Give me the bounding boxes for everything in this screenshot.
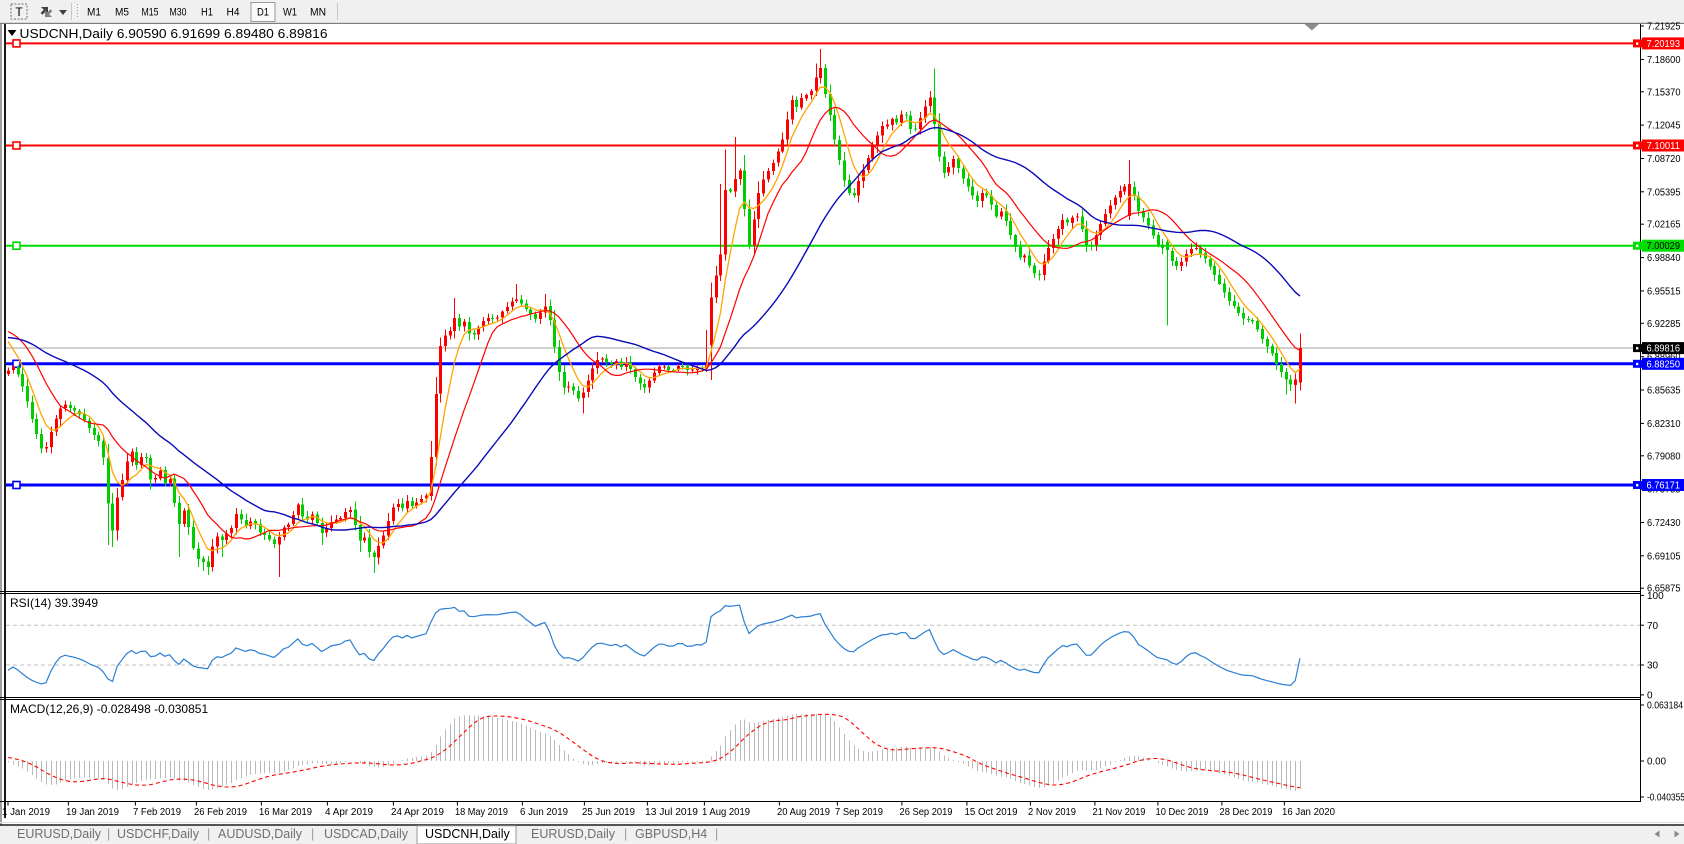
svg-text:M5: M5 bbox=[115, 7, 129, 19]
svg-text:RSI(14) 39.3949: RSI(14) 39.3949 bbox=[10, 596, 98, 610]
svg-text:4 Apr 2019: 4 Apr 2019 bbox=[325, 807, 373, 818]
svg-text:|: | bbox=[715, 827, 718, 841]
svg-text:EURUSD,Daily: EURUSD,Daily bbox=[17, 827, 102, 841]
svg-text:7.18600: 7.18600 bbox=[1647, 55, 1681, 66]
svg-text:26 Feb 2019: 26 Feb 2019 bbox=[194, 807, 247, 818]
svg-text:26 Sep 2019: 26 Sep 2019 bbox=[900, 807, 953, 818]
svg-text:0.00: 0.00 bbox=[1647, 757, 1666, 768]
svg-text:6.79080: 6.79080 bbox=[1647, 451, 1681, 462]
svg-text:D1: D1 bbox=[257, 7, 269, 19]
svg-text:28 Dec 2019: 28 Dec 2019 bbox=[1220, 807, 1273, 818]
svg-text:6.76171: 6.76171 bbox=[1647, 481, 1681, 492]
svg-text:7.05395: 7.05395 bbox=[1647, 187, 1681, 198]
svg-text:6 Jun 2019: 6 Jun 2019 bbox=[520, 807, 568, 818]
svg-text:M1: M1 bbox=[87, 7, 101, 19]
svg-text:1 Aug 2019: 1 Aug 2019 bbox=[702, 807, 750, 818]
svg-text:7.20193: 7.20193 bbox=[1647, 39, 1681, 50]
svg-text:7.15370: 7.15370 bbox=[1647, 87, 1681, 98]
svg-text:USDCNH,Daily 6.90590 6.91699: USDCNH,Daily 6.90590 6.91699 6.89480 6.8… bbox=[20, 26, 328, 41]
svg-text:USDCAD,Daily: USDCAD,Daily bbox=[324, 827, 409, 841]
svg-text:M30: M30 bbox=[170, 7, 187, 19]
svg-text:6.98840: 6.98840 bbox=[1647, 253, 1681, 264]
svg-text:|: | bbox=[624, 827, 627, 841]
svg-text:1 Jan 2019: 1 Jan 2019 bbox=[2, 807, 50, 818]
svg-text:H4: H4 bbox=[227, 7, 240, 19]
svg-text:7.02165: 7.02165 bbox=[1647, 220, 1681, 231]
svg-text:7 Sep 2019: 7 Sep 2019 bbox=[835, 807, 883, 818]
svg-text:24 Apr 2019: 24 Apr 2019 bbox=[391, 807, 444, 818]
svg-text:2 Nov 2019: 2 Nov 2019 bbox=[1028, 807, 1076, 818]
svg-text:20 Aug 2019: 20 Aug 2019 bbox=[777, 807, 830, 818]
svg-text:19 Jan 2019: 19 Jan 2019 bbox=[66, 807, 119, 818]
svg-text:|: | bbox=[207, 827, 210, 841]
svg-text:21 Nov 2019: 21 Nov 2019 bbox=[1093, 807, 1146, 818]
svg-text:30: 30 bbox=[1647, 661, 1659, 672]
svg-text:13 Jul 2019: 13 Jul 2019 bbox=[645, 807, 698, 818]
svg-text:6.92285: 6.92285 bbox=[1647, 319, 1681, 330]
svg-text:|: | bbox=[107, 827, 110, 841]
svg-text:16 Mar 2019: 16 Mar 2019 bbox=[259, 807, 312, 818]
svg-text:AUDUSD,Daily: AUDUSD,Daily bbox=[218, 827, 303, 841]
svg-text:6.95515: 6.95515 bbox=[1647, 286, 1681, 297]
svg-text:15 Oct 2019: 15 Oct 2019 bbox=[965, 807, 1018, 818]
svg-text:0: 0 bbox=[1647, 690, 1653, 701]
svg-text:M15: M15 bbox=[142, 7, 159, 19]
svg-text:70: 70 bbox=[1647, 621, 1659, 632]
svg-text:H1: H1 bbox=[201, 7, 213, 19]
svg-text:|: | bbox=[311, 827, 314, 841]
svg-text:6.88250: 6.88250 bbox=[1647, 359, 1681, 370]
svg-text:6.85635: 6.85635 bbox=[1647, 386, 1681, 397]
svg-text:100: 100 bbox=[1647, 591, 1664, 602]
svg-text:6.69105: 6.69105 bbox=[1647, 551, 1681, 562]
svg-text:6.72430: 6.72430 bbox=[1647, 518, 1681, 529]
svg-text:10 Dec 2019: 10 Dec 2019 bbox=[1156, 807, 1209, 818]
svg-text:7 Feb 2019: 7 Feb 2019 bbox=[133, 807, 181, 818]
svg-text:7.10011: 7.10011 bbox=[1647, 141, 1681, 152]
svg-text:7.08720: 7.08720 bbox=[1647, 154, 1681, 165]
svg-text:EURUSD,Daily: EURUSD,Daily bbox=[531, 827, 616, 841]
svg-text:7.00029: 7.00029 bbox=[1647, 241, 1681, 252]
svg-text:USDCNH,Daily: USDCNH,Daily bbox=[425, 827, 510, 841]
svg-text:6.65875: 6.65875 bbox=[1647, 584, 1681, 595]
svg-text:6.88960: 6.88960 bbox=[1647, 352, 1681, 363]
svg-text:7.21925: 7.21925 bbox=[1647, 22, 1681, 33]
svg-text:0.063184: 0.063184 bbox=[1647, 701, 1683, 712]
svg-text:18 May 2019: 18 May 2019 bbox=[455, 807, 508, 818]
svg-text:16 Jan 2020: 16 Jan 2020 bbox=[1282, 807, 1335, 818]
svg-text:7.12045: 7.12045 bbox=[1647, 121, 1681, 132]
svg-text:MN: MN bbox=[310, 7, 326, 19]
svg-text:6.89816: 6.89816 bbox=[1647, 344, 1681, 355]
svg-text:MACD(12,26,9) -0.028498 -0.030: MACD(12,26,9) -0.028498 -0.030851 bbox=[10, 702, 208, 716]
svg-text:25 Jun 2019: 25 Jun 2019 bbox=[582, 807, 635, 818]
svg-text:GBPUSD,H4: GBPUSD,H4 bbox=[635, 827, 707, 841]
svg-text:W1: W1 bbox=[283, 7, 297, 19]
svg-text:T: T bbox=[15, 5, 23, 19]
svg-text:-0.040355: -0.040355 bbox=[1647, 793, 1684, 804]
svg-text:USDCHF,Daily: USDCHF,Daily bbox=[117, 827, 200, 841]
svg-text:6.82310: 6.82310 bbox=[1647, 419, 1681, 430]
